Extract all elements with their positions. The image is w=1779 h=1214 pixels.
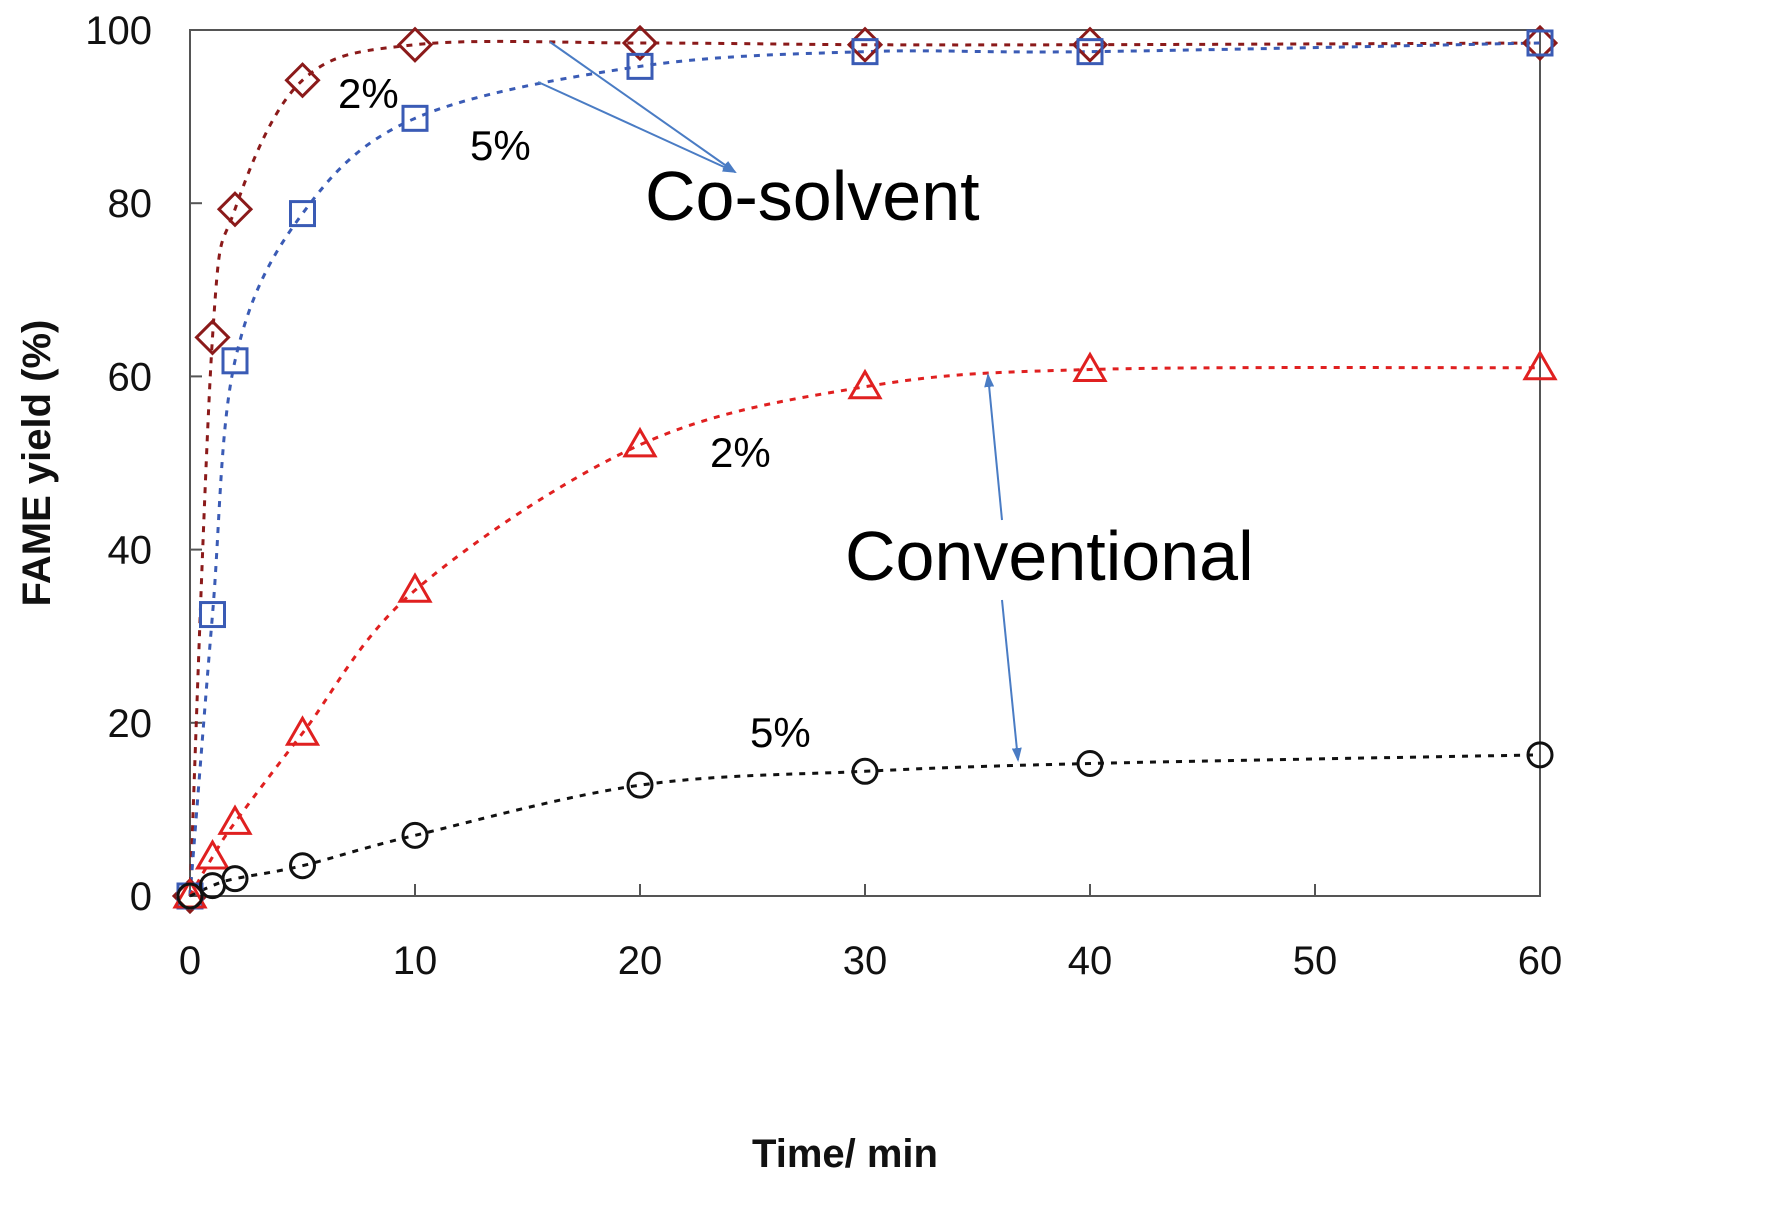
data-point-co-solvent-5	[1526, 29, 1554, 57]
x-tick-label: 20	[618, 939, 663, 983]
data-point-conventional-2	[217, 804, 253, 835]
data-point-co-solvent-5	[221, 347, 249, 375]
arrow-conventional-to-5pct-curve	[1001, 599, 1022, 762]
data-point-co-solvent-2	[194, 319, 231, 356]
data-point-co-solvent-5	[626, 52, 654, 80]
data-point-co-solvent-5	[851, 38, 879, 66]
data-point-co-solvent-5	[199, 601, 226, 629]
data-point-conventional-5	[851, 757, 879, 785]
annotation-conventional: Conventional	[845, 517, 1254, 595]
arrow-cosolvent-to-5pct-curve	[537, 81, 737, 173]
arrow-cosolvent-to-2pct-curve	[549, 41, 737, 174]
data-point-conventional-2	[622, 426, 658, 458]
data-point-conventional-5	[401, 821, 429, 849]
data-point-co-solvent-2	[284, 62, 321, 99]
data-point-co-solvent-5	[289, 200, 316, 228]
y-tick-label: 40	[108, 529, 153, 573]
x-tick-label: 40	[1068, 939, 1113, 983]
annotation-arrows	[537, 41, 1022, 762]
data-point-conventional-5	[1526, 741, 1554, 769]
y-tick-label: 20	[108, 702, 153, 746]
y-tick-label: 100	[85, 9, 152, 53]
y-tick-label: 0	[130, 875, 152, 919]
data-point-conventional-2	[284, 715, 321, 746]
data-point-conventional-5	[176, 882, 204, 910]
data-point-conventional-2	[847, 368, 883, 400]
x-tick-label: 10	[393, 939, 438, 983]
data-point-conventional-2	[397, 572, 433, 603]
data-point-co-solvent-2	[396, 26, 434, 63]
data-point-co-solvent-2	[621, 24, 659, 62]
y-tick-label: 80	[108, 182, 153, 226]
annotation-cosolvent-2pct: 2%	[338, 70, 399, 117]
data-point-co-solvent-5	[1076, 38, 1104, 66]
arrow-conventional-to-2pct-curve	[984, 373, 1003, 521]
series-line-conventional-5	[189, 753, 1541, 898]
x-tick-label: 0	[179, 939, 201, 983]
data-point-conventional-5	[1076, 750, 1104, 778]
axes: 0 10 20 30 40 50 60 0 20 40 60 80 100	[85, 9, 1562, 983]
x-tick-label: 30	[843, 939, 888, 983]
data-point-conventional-5	[626, 771, 654, 799]
x-tick-label: 50	[1293, 939, 1338, 983]
annotation-cosolvent-5pct: 5%	[470, 122, 531, 169]
data-point-co-solvent-2	[216, 191, 254, 228]
annotation-conventional-2pct: 2%	[710, 429, 771, 476]
annotation-conventional-5pct: 5%	[750, 709, 811, 756]
annotation-cosolvent: Co-solvent	[645, 157, 980, 235]
x-tick-label: 60	[1518, 939, 1563, 983]
data-point-conventional-5	[199, 872, 226, 900]
data-point-conventional-2	[194, 839, 231, 870]
series-line-conventional-2	[188, 366, 1541, 897]
data-point-conventional-2	[1522, 349, 1558, 381]
data-point-conventional-5	[221, 865, 249, 893]
series-markers	[171, 24, 1559, 915]
data-point-co-solvent-5	[401, 104, 429, 132]
y-tick-label: 60	[108, 355, 153, 399]
data-point-conventional-2	[1072, 351, 1108, 382]
series-line-co-solvent-5	[188, 41, 1541, 897]
x-axis-title: Time/ min	[752, 1132, 938, 1176]
data-point-conventional-5	[289, 852, 316, 880]
y-axis-title: FAME yield (%)	[15, 320, 59, 607]
series-lines	[188, 39, 1541, 898]
